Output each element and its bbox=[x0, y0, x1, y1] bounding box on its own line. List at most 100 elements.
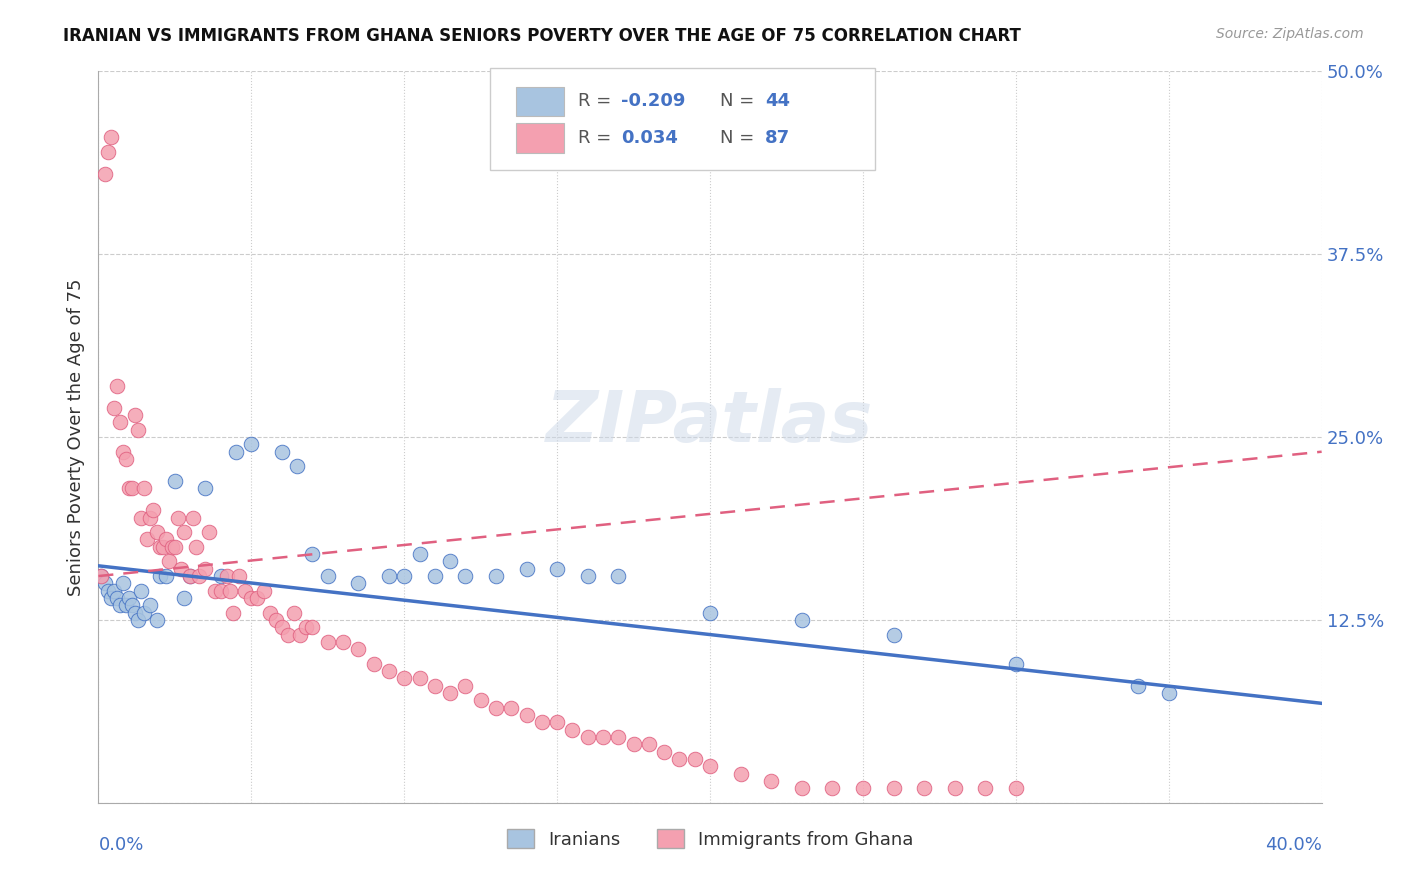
Point bbox=[188, 569, 211, 583]
Point bbox=[668, 752, 690, 766]
Point bbox=[264, 613, 287, 627]
Text: 44: 44 bbox=[765, 93, 790, 111]
Point bbox=[943, 781, 966, 796]
Point bbox=[392, 569, 416, 583]
Point bbox=[173, 591, 195, 605]
Point bbox=[194, 562, 217, 576]
Point bbox=[408, 672, 430, 686]
Text: 0.0%: 0.0% bbox=[98, 836, 143, 854]
Point bbox=[90, 569, 112, 583]
Text: 87: 87 bbox=[765, 129, 790, 147]
Point bbox=[155, 569, 177, 583]
Point bbox=[347, 576, 370, 591]
Point bbox=[790, 613, 813, 627]
Point bbox=[139, 599, 162, 613]
Point bbox=[97, 145, 120, 159]
Point bbox=[209, 569, 232, 583]
Point bbox=[149, 569, 172, 583]
Point bbox=[186, 540, 208, 554]
Point bbox=[160, 540, 183, 554]
Point bbox=[821, 781, 844, 796]
Point bbox=[93, 167, 115, 181]
Point bbox=[93, 576, 115, 591]
Point bbox=[301, 547, 323, 561]
Point bbox=[173, 525, 195, 540]
Text: R =: R = bbox=[578, 129, 617, 147]
Point bbox=[152, 540, 174, 554]
Point bbox=[142, 503, 165, 517]
Point bbox=[100, 130, 122, 145]
Point bbox=[149, 540, 172, 554]
Point bbox=[883, 781, 905, 796]
Point bbox=[392, 672, 416, 686]
Point bbox=[209, 583, 232, 598]
Point bbox=[240, 437, 263, 451]
Point bbox=[730, 766, 752, 780]
Point bbox=[759, 773, 782, 788]
Point bbox=[204, 583, 226, 598]
Point bbox=[105, 591, 128, 605]
Point bbox=[530, 715, 553, 730]
Point bbox=[108, 416, 131, 430]
Point bbox=[134, 606, 156, 620]
Text: N =: N = bbox=[720, 93, 759, 111]
Point bbox=[546, 562, 568, 576]
Point bbox=[592, 730, 614, 744]
Point bbox=[103, 401, 125, 415]
Point bbox=[1004, 657, 1026, 671]
Text: ZIPatlas: ZIPatlas bbox=[547, 388, 873, 457]
Text: Source: ZipAtlas.com: Source: ZipAtlas.com bbox=[1216, 27, 1364, 41]
Point bbox=[111, 444, 134, 458]
Text: N =: N = bbox=[720, 129, 759, 147]
Legend: Iranians, Immigrants from Ghana: Iranians, Immigrants from Ghana bbox=[499, 822, 921, 856]
Point bbox=[155, 533, 177, 547]
Point bbox=[115, 599, 138, 613]
Point bbox=[139, 510, 162, 524]
Point bbox=[1128, 679, 1150, 693]
Point bbox=[90, 569, 112, 583]
Point bbox=[423, 569, 446, 583]
Point bbox=[228, 569, 250, 583]
Point bbox=[852, 781, 875, 796]
Point bbox=[316, 635, 339, 649]
Point bbox=[145, 525, 167, 540]
Point bbox=[225, 444, 247, 458]
Point bbox=[115, 452, 138, 467]
Point bbox=[197, 525, 219, 540]
Point bbox=[170, 562, 193, 576]
Point bbox=[623, 737, 645, 751]
Point bbox=[607, 569, 630, 583]
Point bbox=[454, 569, 477, 583]
Point bbox=[127, 613, 149, 627]
Point bbox=[576, 569, 599, 583]
Point bbox=[485, 569, 508, 583]
Point bbox=[222, 606, 245, 620]
Point bbox=[100, 591, 122, 605]
Point bbox=[124, 408, 146, 422]
Point bbox=[378, 664, 401, 678]
Text: 40.0%: 40.0% bbox=[1265, 836, 1322, 854]
Point bbox=[1004, 781, 1026, 796]
Point bbox=[179, 569, 201, 583]
Point bbox=[347, 642, 370, 657]
Point bbox=[316, 569, 339, 583]
Point bbox=[194, 481, 217, 495]
Point bbox=[118, 481, 141, 495]
Point bbox=[1157, 686, 1180, 700]
Point bbox=[883, 627, 905, 641]
Point bbox=[439, 686, 461, 700]
Point bbox=[485, 700, 508, 714]
Point bbox=[157, 554, 180, 568]
Point bbox=[470, 693, 492, 707]
Point bbox=[439, 554, 461, 568]
Point bbox=[501, 700, 523, 714]
Point bbox=[270, 620, 292, 634]
Point bbox=[179, 569, 201, 583]
Point bbox=[163, 540, 186, 554]
Point bbox=[516, 562, 538, 576]
Point bbox=[145, 613, 167, 627]
Text: -0.209: -0.209 bbox=[620, 93, 685, 111]
Point bbox=[378, 569, 401, 583]
Point bbox=[252, 583, 274, 598]
Point bbox=[127, 423, 149, 437]
